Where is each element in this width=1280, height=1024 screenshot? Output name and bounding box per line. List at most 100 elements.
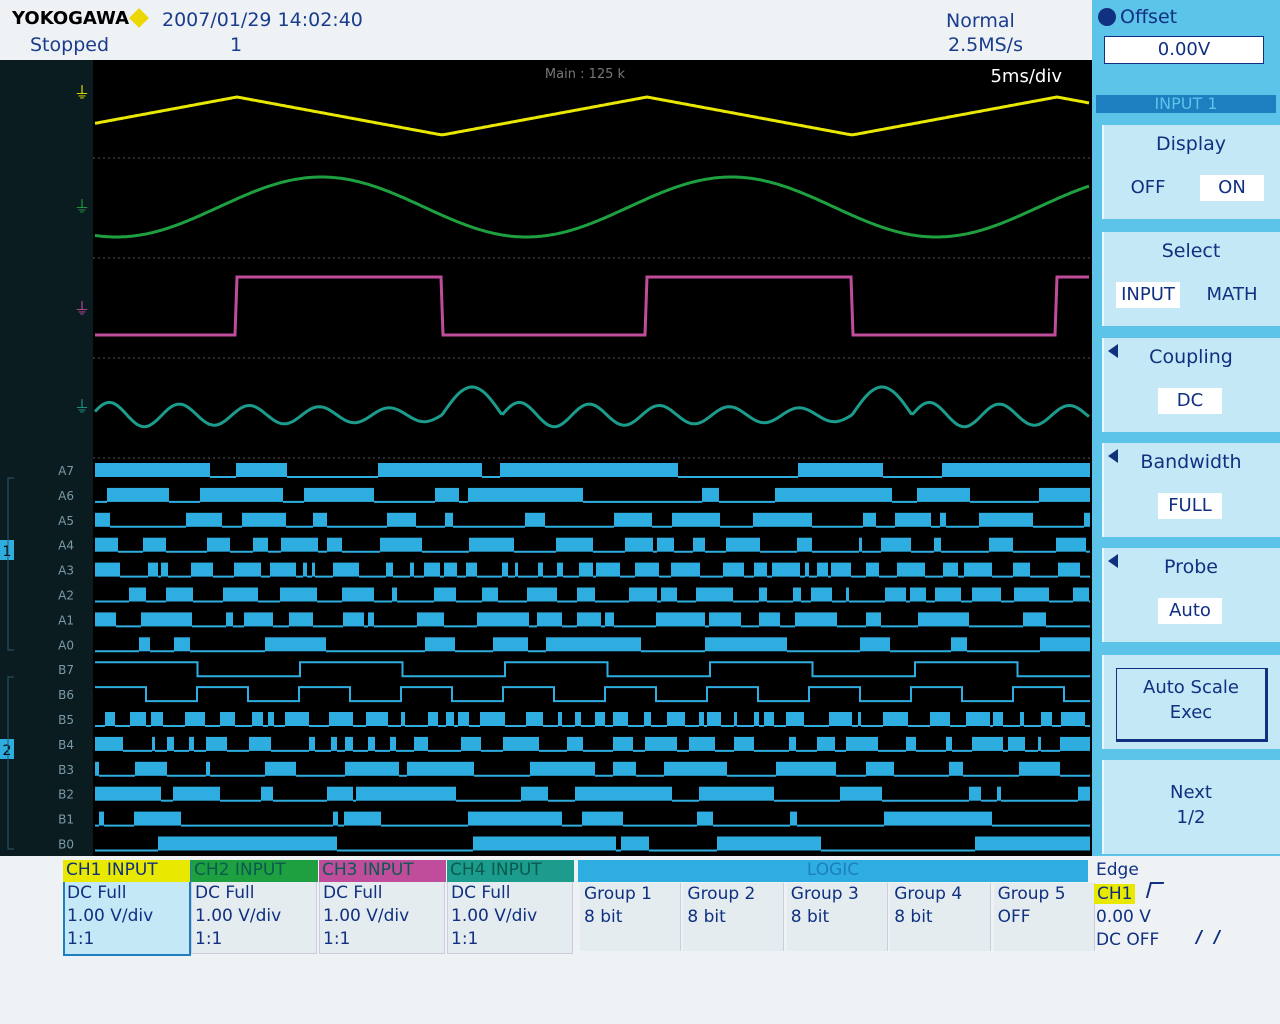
menu-button[interactable]: [1102, 443, 1280, 537]
submenu-arrow: [1108, 344, 1118, 358]
logic-trace: [595, 712, 605, 726]
trace-ch3: [95, 275, 1089, 337]
logic-trace: [635, 562, 659, 577]
logic-trace: [759, 587, 767, 602]
logic-trace: [135, 761, 167, 776]
logic-trace: [390, 736, 396, 751]
logic-trace: [223, 587, 258, 602]
logic-trace: [261, 786, 273, 801]
menu-tab: INPUT 1: [1096, 95, 1276, 113]
logic-trace: [130, 712, 146, 726]
menu-button[interactable]: [1102, 548, 1280, 642]
logic-trace: [151, 712, 163, 726]
channel-setting: DC Full: [195, 883, 255, 903]
logic-trace: [502, 562, 508, 577]
logic-trace: [461, 736, 481, 751]
logic-trace: [186, 512, 222, 527]
logic-trace: [304, 487, 374, 502]
label-strip: [0, 60, 93, 856]
logic-trace: [734, 712, 737, 726]
logic-trace: [661, 587, 677, 602]
record-length: Main : 125 k: [545, 67, 626, 82]
logic-trace: [207, 537, 230, 552]
logic-trace: [265, 637, 326, 652]
logic-trace: [613, 761, 636, 776]
menu-button[interactable]: [1102, 655, 1280, 749]
logic-trace: [1020, 712, 1024, 726]
logic-group[interactable]: [580, 883, 681, 951]
logic-trace: [530, 761, 595, 776]
logic-group[interactable]: [683, 883, 785, 951]
logic-trace: [797, 537, 812, 552]
logic-trace: [392, 587, 397, 602]
logic-trace: [881, 537, 911, 552]
logic-trace: [910, 587, 926, 602]
logic-trace: [380, 537, 422, 552]
logic-trace: [329, 712, 353, 726]
logic-trace: [866, 761, 894, 776]
menu-button[interactable]: [1102, 760, 1280, 854]
menu-button[interactable]: [1102, 338, 1280, 432]
ground-marker: ⏚: [74, 299, 90, 318]
submenu-arrow: [1108, 449, 1118, 463]
logic-trace: [333, 562, 359, 577]
logic-trace: [95, 686, 1090, 703]
logic-trace: [664, 761, 727, 776]
logic-trace: [417, 612, 444, 627]
logic-trace: [1040, 637, 1090, 652]
logic-trace: [1041, 712, 1052, 726]
logic-trace: [793, 587, 801, 602]
logic-trace: [482, 587, 498, 602]
logic-group[interactable]: [786, 883, 888, 951]
logic-trace: [667, 712, 685, 726]
menu-button-line: Exec: [1169, 702, 1213, 723]
logic-trace: [1060, 736, 1090, 751]
menu-button-title: Select: [1161, 240, 1221, 262]
logic-trace: [368, 612, 374, 627]
logic-trace: [345, 761, 399, 776]
offset-value[interactable]: 0.00V: [1104, 36, 1264, 64]
channel-title: CH4 INPUT: [447, 860, 574, 882]
channel-setting: 1.00 V/div: [451, 906, 538, 926]
logic-trace: [906, 736, 916, 751]
menu-button[interactable]: [1102, 232, 1280, 326]
logic-trace: [143, 537, 166, 552]
logic-trace: [934, 537, 941, 552]
logic-trace: [526, 712, 543, 726]
menu-button-line: Next: [1170, 782, 1212, 803]
group-name: Group 4: [894, 884, 963, 904]
group-name: Group 5: [997, 884, 1066, 904]
submenu-arrow: [1108, 554, 1118, 568]
acq-count: 1: [230, 34, 243, 56]
logic-trace: [252, 712, 263, 726]
logic-trace: [789, 736, 796, 751]
ground-marker: ⏚: [74, 83, 90, 102]
logic-trace: [185, 712, 205, 726]
logic-trace: [969, 786, 981, 801]
channel-setting: 1.00 V/div: [195, 906, 282, 926]
menu-button[interactable]: [1102, 125, 1280, 219]
logic-trace: [918, 612, 969, 627]
trigger-title: Edge: [1096, 860, 1139, 880]
logic-trace: [657, 537, 674, 552]
logic-trace: [387, 512, 416, 527]
logic-label: A3: [58, 564, 74, 578]
logic-trace: [345, 736, 353, 751]
logic-trace: [466, 562, 477, 577]
logic-trace: [1073, 587, 1089, 602]
logic-label: B2: [58, 788, 74, 802]
logic-group[interactable]: [993, 883, 1095, 951]
logic-trace: [625, 537, 653, 552]
logic-trace: [723, 562, 744, 577]
logic-trace: [226, 612, 233, 627]
group-name: Group 3: [790, 884, 859, 904]
logic-trace: [940, 512, 946, 527]
logic-group[interactable]: [890, 883, 992, 951]
logic-trace: [95, 562, 120, 577]
logic-trace: [693, 537, 705, 552]
logic-trace: [717, 836, 821, 851]
logic-label: A2: [58, 589, 74, 603]
logic-trace: [139, 637, 150, 652]
offset-label: Offset: [1120, 6, 1178, 28]
